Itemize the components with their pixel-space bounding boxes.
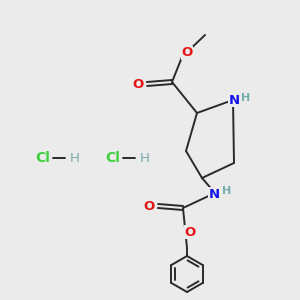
Text: H: H bbox=[140, 152, 150, 164]
Text: N: N bbox=[208, 188, 220, 200]
Text: H: H bbox=[222, 186, 232, 196]
Text: O: O bbox=[132, 77, 144, 91]
Text: O: O bbox=[143, 200, 155, 214]
Text: H: H bbox=[242, 93, 250, 103]
Text: H: H bbox=[70, 152, 80, 164]
Text: N: N bbox=[228, 94, 240, 106]
Text: Cl: Cl bbox=[35, 151, 50, 165]
Text: O: O bbox=[184, 226, 196, 238]
Text: O: O bbox=[182, 46, 193, 59]
Text: Cl: Cl bbox=[105, 151, 120, 165]
